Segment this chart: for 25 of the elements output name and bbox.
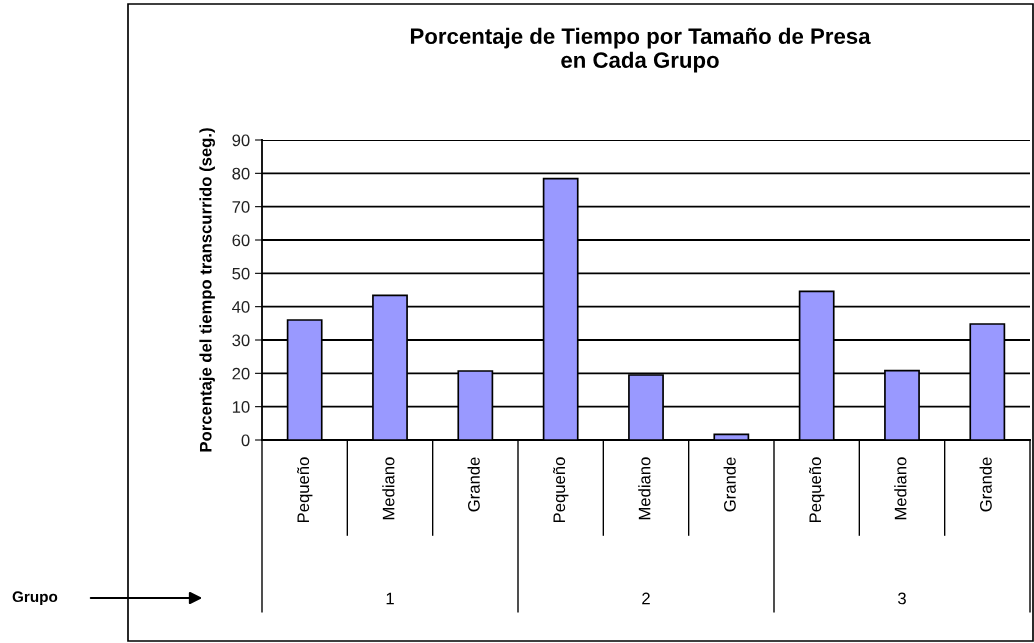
text: Grupo	[12, 591, 58, 606]
text: 1	[386, 592, 394, 605]
x-tick-label: Grande	[723, 457, 736, 512]
x-tick-label: Mediano	[638, 457, 651, 520]
text: 2	[642, 592, 650, 605]
y-tick-label: 30	[232, 334, 250, 347]
y-tick-label: 50	[232, 267, 250, 280]
y-tick-label: 90	[232, 134, 250, 147]
y-tick-label: 80	[232, 167, 250, 180]
y-tick-label: 10	[232, 401, 250, 413]
y-tick-label: 40	[232, 301, 250, 313]
x-tick-label: Mediano	[382, 457, 395, 520]
x-tick-label: Grande	[467, 457, 480, 512]
y-tick-label: 60	[232, 234, 250, 247]
x-tick-label: Grande	[979, 457, 992, 512]
y-axis-title: Porcentaje del tiempo transcurrido (seg.)	[199, 128, 215, 452]
text: 3	[898, 592, 906, 605]
y-tick-label: 20	[232, 367, 250, 380]
x-tick-label: Mediano	[894, 457, 907, 520]
y-tick-label: 70	[232, 201, 250, 213]
x-tick-label: Pequeño	[297, 457, 313, 523]
chart-title: Porcentaje de Tiempo por Tamaño de Presa en Cada Grupo	[410, 27, 871, 73]
x-tick-label: Pequeño	[553, 457, 569, 523]
x-tick-label: Pequeño	[809, 457, 825, 523]
y-tick-label: 0	[241, 434, 250, 447]
